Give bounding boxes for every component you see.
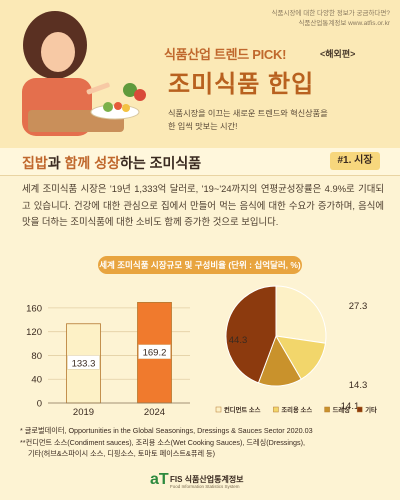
body-paragraph: 세계 조미식품 시장은 '19년 1,333억 달러로, '19~'24까지의 … xyxy=(22,183,384,227)
header-notes: 식품시장에 대한 다양한 정보가 궁금하다면? 식품산업통계정보 www.atf… xyxy=(272,9,390,29)
title-word-6: 하는 xyxy=(119,155,150,171)
legend-swatch xyxy=(356,406,363,413)
slice-label: 44.3 xyxy=(229,335,248,346)
title-word-3: 함께 xyxy=(64,155,91,171)
legend-label: 드레싱 xyxy=(333,405,351,414)
atfis-logo: aT FIS 식품산업통계정보 Food Information Statist… xyxy=(150,471,244,489)
data-label: 133.3 xyxy=(72,358,96,369)
kicker-subtitle: <해외편> xyxy=(320,49,356,59)
chart-canvas: 0 40 80 120 160 133.3 2019 169.2 2024 27.3 14.3 14.… xyxy=(26,285,377,418)
legend-swatch xyxy=(324,406,330,413)
legend-label: 조리용 소스 xyxy=(281,405,312,414)
footnotes: * 글로벌데이터, Opportunities in the Global Se… xyxy=(20,425,385,460)
header-banner: 식품시장에 대한 다양한 정보가 궁금하다면? 식품산업통계정보 www.atf… xyxy=(0,0,400,148)
data-label-box xyxy=(138,344,171,359)
y-tick-label: 40 xyxy=(31,375,42,386)
pie-slice xyxy=(225,285,277,384)
title-word-5: 성장 xyxy=(94,155,120,171)
section-tag: #1. 시장 xyxy=(330,152,380,170)
legend-label: 컨디먼트 소스 xyxy=(224,405,261,414)
header-note-1: 식품시장에 대한 다양한 정보가 궁금하다면? xyxy=(271,10,390,17)
pie-slice xyxy=(275,285,327,344)
legend-swatch xyxy=(215,406,222,413)
subcopy-line-1: 식품시장을 이끄는 새로운 트렌드와 혁신상품을 xyxy=(168,109,328,118)
footnote-2: **컨디먼트 소스(Condiment sauces), 조리용 소스(Wet … xyxy=(20,437,305,447)
cooking-illustration xyxy=(22,11,146,136)
footnote-1: * 글로벌데이터, Opportunities in the Global Se… xyxy=(20,426,313,435)
slice-label: 14.1 xyxy=(341,401,360,412)
page-title: 조미식품 한입 xyxy=(168,71,315,98)
legend-swatch xyxy=(273,406,279,413)
logo-mark: aT xyxy=(150,471,169,488)
y-tick-label: 0 xyxy=(37,399,42,410)
x-tick-label: 2019 xyxy=(73,407,94,418)
data-label-box xyxy=(67,355,100,370)
y-tick-label: 80 xyxy=(31,351,42,362)
slice-label: 14.3 xyxy=(349,380,368,391)
y-tick-label: 160 xyxy=(26,303,42,314)
header-note-2: 식품산업통계정보 www.atfis.or.kr xyxy=(298,20,390,27)
slice-label: 27.3 xyxy=(349,301,368,312)
section-title: 집밥과 함께 성장하는 조미식품 xyxy=(22,153,201,173)
subcopy-line-2: 한 입씩 맛보는 시간! xyxy=(168,122,238,131)
title-word-2: 과 xyxy=(47,155,65,171)
y-tick-label: 120 xyxy=(26,327,42,338)
footnote-3: 기타(허브&스파이시 소스, 디핑소스, 토마토 페이스트&퓨레 등) xyxy=(28,449,216,458)
kicker-title: 식품산업 트렌드 PICK! xyxy=(164,47,287,62)
title-word-7: 조미식품 xyxy=(149,155,202,171)
logo-name: FIS 식품산업통계정보 xyxy=(170,475,244,484)
x-tick-label: 2024 xyxy=(144,407,165,418)
logo-english: Food Information Statistics System xyxy=(170,484,240,489)
chart-title: 세계 조미식품 시장규모 및 구성비율 (단위 : 십억달러, %) xyxy=(98,256,302,274)
header-subcopy: 식품시장을 이끄는 새로운 트렌드와 혁신상품을 한 입씩 맛보는 시간! xyxy=(168,107,328,133)
data-label: 169.2 xyxy=(143,348,167,359)
legend-label: 기타 xyxy=(365,405,377,414)
title-word-1: 집밥 xyxy=(22,155,48,171)
